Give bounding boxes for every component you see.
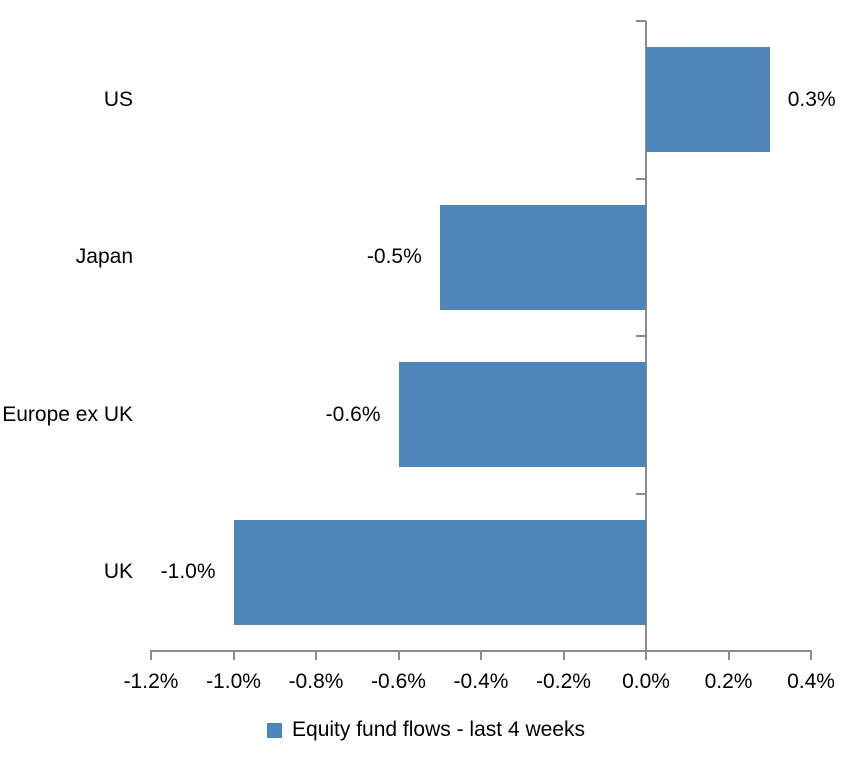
category-label-europe-ex-uk: Europe ex UK xyxy=(2,402,133,426)
x-tick-label-5: -0.2% xyxy=(536,670,591,693)
legend-marker-icon xyxy=(267,722,283,738)
bar-uk xyxy=(233,519,646,625)
x-axis-tick xyxy=(562,651,565,660)
x-tick-label-6: 0.0% xyxy=(622,670,670,693)
x-tick-label-0: -1.2% xyxy=(123,670,179,693)
category-label-uk: UK xyxy=(103,560,133,584)
bar-europe-ex-uk xyxy=(398,362,646,468)
category-axis-tick xyxy=(636,177,646,180)
category-axis-tick xyxy=(636,335,646,337)
data-label-uk: -1.0% xyxy=(160,560,216,584)
x-axis-tick xyxy=(810,651,812,660)
x-axis-tick xyxy=(232,651,235,660)
x-axis-tick xyxy=(315,651,317,660)
x-tick-label-2: -0.8% xyxy=(288,670,344,693)
data-label-us: 0.3% xyxy=(787,87,836,111)
x-tick-label-8: 0.4% xyxy=(787,670,835,693)
x-tick-label-7: 0.2% xyxy=(704,670,753,693)
category-axis-tick xyxy=(636,20,646,22)
x-axis-tick xyxy=(480,651,482,660)
x-axis-tick xyxy=(150,651,152,660)
x-axis-tick xyxy=(727,651,730,660)
x-tick-label-1: -1.0% xyxy=(206,670,261,693)
x-tick-label-3: -0.6% xyxy=(371,670,426,693)
category-axis-line xyxy=(645,21,647,660)
category-label-us: US xyxy=(103,87,133,111)
x-axis-tick xyxy=(397,651,400,660)
category-label-japan: Japan xyxy=(75,245,133,269)
x-tick-label-4: -0.4% xyxy=(453,670,509,693)
bar-us xyxy=(646,47,770,153)
data-label-europe-ex-uk: -0.6% xyxy=(325,402,381,426)
legend: Equity fund flows - last 4 weeks xyxy=(0,716,852,744)
data-label-japan: -0.5% xyxy=(366,245,422,269)
bar-japan xyxy=(439,204,646,310)
legend-label: Equity fund flows - last 4 weeks xyxy=(292,718,585,741)
category-axis-tick xyxy=(636,492,646,495)
x-axis-tick xyxy=(645,651,647,660)
